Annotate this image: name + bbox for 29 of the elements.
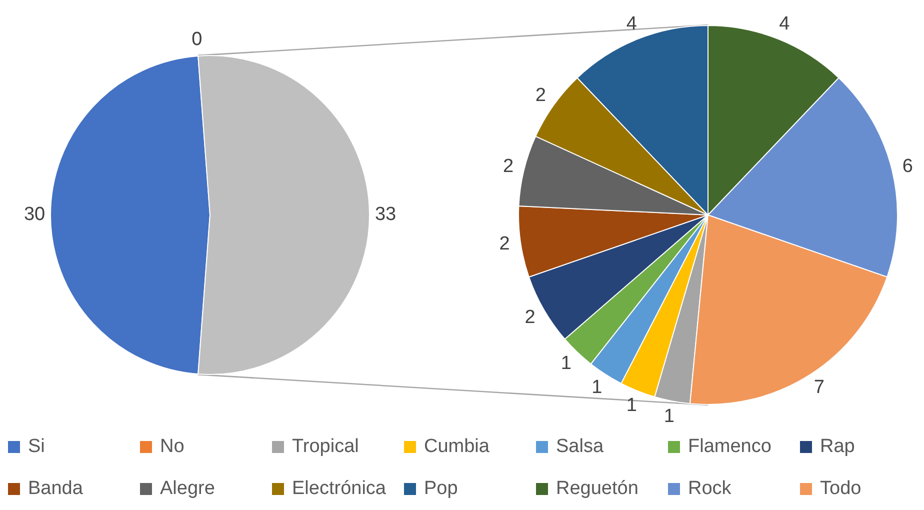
legend-label: No xyxy=(160,436,184,458)
text: 0 xyxy=(192,29,202,50)
data-label: 6 xyxy=(902,156,913,177)
data-label: 2 xyxy=(524,306,536,328)
legend-label: Tropical xyxy=(292,436,359,458)
legend-label: Reguetón xyxy=(556,478,638,500)
data-label: 4 xyxy=(779,13,790,34)
data-label: 1 xyxy=(592,377,602,398)
data-label: 4 xyxy=(626,13,638,34)
legend-label: Banda xyxy=(28,478,83,500)
legend-label: Salsa xyxy=(556,436,604,458)
legend-label: Rap xyxy=(820,436,855,458)
legend-label: Pop xyxy=(424,478,458,500)
data-label: 2 xyxy=(535,85,546,106)
data-label: 33 xyxy=(374,204,396,226)
data-label: 2 xyxy=(499,233,510,254)
legend-label: Todo xyxy=(820,478,862,500)
data-label: 7 xyxy=(814,377,824,398)
legend-label: Alegre xyxy=(160,478,215,500)
legend-label: Rock xyxy=(688,478,732,500)
data-label: 1 xyxy=(626,395,637,416)
data-label: 1 xyxy=(664,406,674,428)
legend-label: Cumbia xyxy=(424,436,490,458)
legend-label: Si xyxy=(28,436,45,458)
data-label: 2 xyxy=(503,156,514,177)
data-label: 30 xyxy=(24,204,46,226)
data-label: 1 xyxy=(560,352,572,374)
legend-label: Flamenco xyxy=(688,436,772,458)
legend-label: Electrónica xyxy=(292,478,386,500)
